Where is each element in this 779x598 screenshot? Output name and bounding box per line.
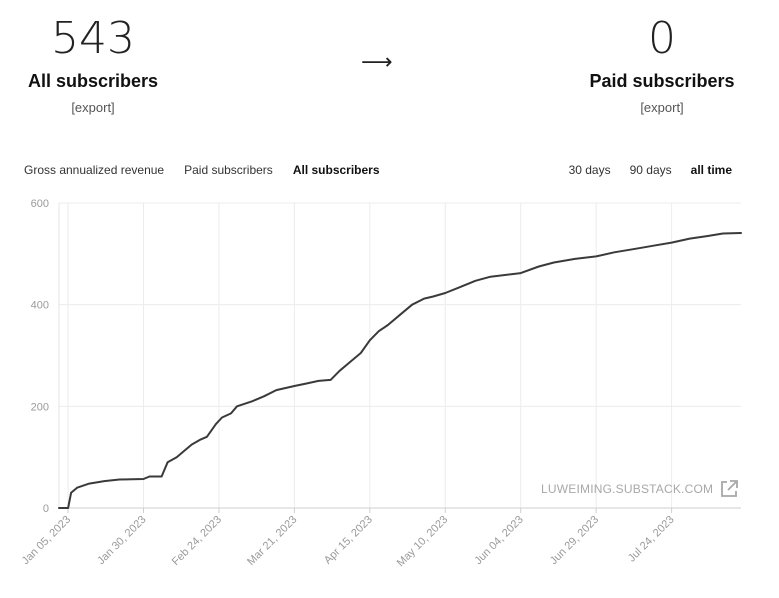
range-90-days[interactable]: 90 days [629,163,672,177]
x-tick-label: Jun 04, 2023 [472,514,525,567]
all-subscribers-stat: 543 All subscribers [export] [0,10,188,117]
range-all-time[interactable]: all time [690,163,732,177]
y-tick-label: 0 [43,503,49,515]
x-tick-label: Jan 30, 2023 [95,514,148,567]
export-all-subscribers-link[interactable]: [export] [71,100,115,115]
tab-gross-annualized-revenue[interactable]: Gross annualized revenue [24,163,165,177]
range-30-days[interactable]: 30 days [568,163,611,177]
external-link-icon [721,480,739,497]
all-subscribers-label: All subscribers [27,71,159,91]
chart-series [58,232,742,509]
export-paid-subscribers-link[interactable]: [export] [640,100,684,115]
arrow-right-icon: ⟶ [361,50,393,75]
range-tabs: 30 days 90 days all time [550,163,732,177]
paid-subscribers-count: 0 [648,13,676,64]
all-subscribers-count: 543 [51,13,135,64]
x-tick-label: Feb 24, 2023 [170,514,224,568]
paid-subscribers-label: Paid subscribers [589,71,735,91]
y-tick-label: 200 [31,401,49,413]
x-tick-label: Mar 21, 2023 [245,514,299,568]
x-tick-label: Jan 05, 2023 [20,514,73,567]
y-tick-label: 400 [31,300,49,312]
x-tick-label: May 10, 2023 [395,514,451,570]
substack-watermark[interactable]: LUWEIMING.SUBSTACK.COM [541,479,739,499]
x-tick-label: Jul 24, 2023 [626,514,677,565]
x-tick-label: Apr 15, 2023 [322,514,375,567]
metric-tabs: Gross annualized revenue Paid subscriber… [24,163,400,177]
tab-all-subscribers[interactable]: All subscribers [292,163,380,177]
y-tick-label: 600 [31,198,49,210]
x-tick-label: Jun 29, 2023 [548,514,601,567]
tab-paid-subscribers[interactable]: Paid subscribers [184,163,273,177]
subscribers-series-line [58,232,742,509]
chart-axes: 0 200 400 600 Jan 05, 2023 Jan 30, 2023 Feb 24… [20,198,741,569]
chart-grid [59,202,741,508]
watermark-text: LUWEIMING.SUBSTACK.COM [541,482,714,496]
paid-subscribers-stat: 0 Paid subscribers [export] [567,10,757,117]
